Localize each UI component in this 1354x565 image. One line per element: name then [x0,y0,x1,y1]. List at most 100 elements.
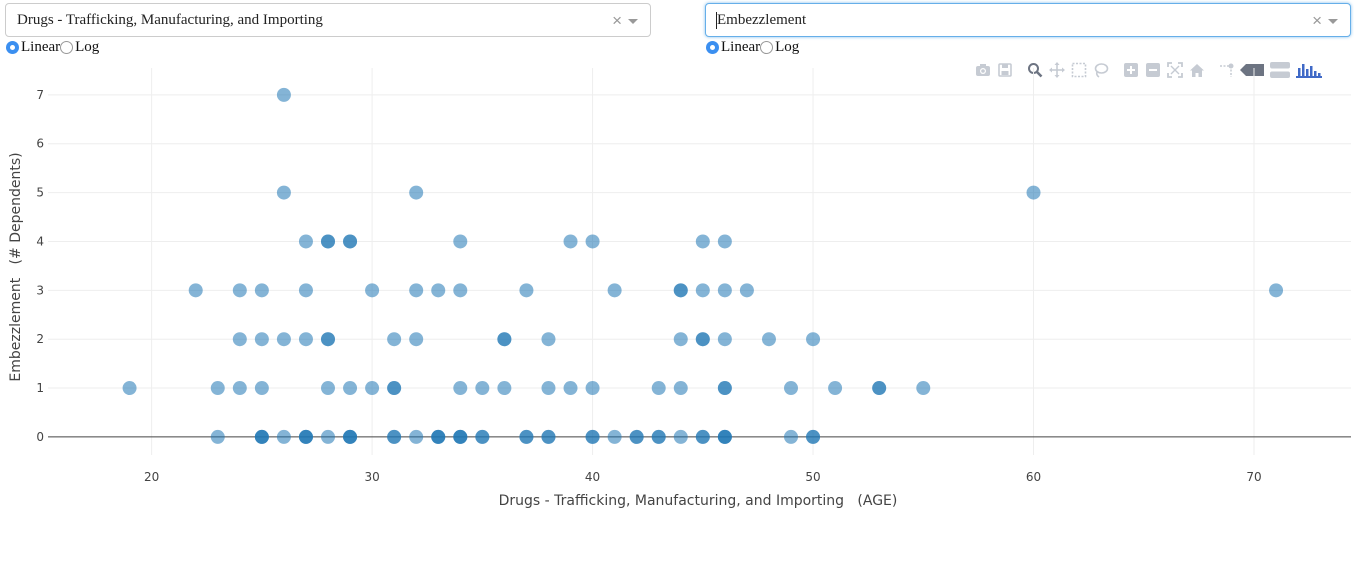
scatter-point[interactable] [519,429,534,444]
scatter-point[interactable] [276,87,291,102]
scatter-point[interactable] [343,381,358,396]
camera-icon[interactable] [972,60,994,80]
scatter-point[interactable] [387,381,402,396]
scatter-point[interactable] [298,234,313,249]
scatter-point[interactable] [254,332,269,347]
scatter-point[interactable] [916,381,931,396]
pan-icon[interactable] [1046,60,1068,80]
plotly-logo-icon[interactable] [1294,60,1324,80]
scatter-point[interactable] [232,381,247,396]
scatter-point[interactable] [607,429,622,444]
scatter-point[interactable] [321,332,336,347]
scatter-point[interactable] [717,283,732,298]
scatter-point[interactable] [541,429,556,444]
y-clear-icon[interactable]: × [1312,11,1322,30]
scatter-point[interactable] [1269,283,1284,298]
y-linear-radio-dot[interactable] [706,41,719,54]
lasso-select-icon[interactable] [1090,60,1112,80]
scatter-point[interactable] [783,381,798,396]
scatter-point[interactable] [806,332,821,347]
scatter-point[interactable] [365,283,380,298]
scatter-point[interactable] [276,429,291,444]
scatter-point[interactable] [695,429,710,444]
y-log-radio-dot[interactable] [760,41,774,54]
scatter-point[interactable] [607,283,622,298]
scatter-point[interactable] [409,185,424,200]
scatter-point[interactable] [254,283,269,298]
scatter-point[interactable] [210,429,225,444]
scatter-point[interactable] [276,185,291,200]
scatter-point[interactable] [717,381,732,396]
x-variable-dropdown[interactable]: Drugs - Trafficking, Manufacturing, and … [5,3,651,37]
scatter-point[interactable] [519,283,534,298]
reset-axes-icon[interactable] [1186,60,1208,80]
scatter-point[interactable] [739,283,754,298]
scatter-point[interactable] [453,381,468,396]
scatter-point[interactable] [563,381,578,396]
scatter-point[interactable] [453,283,468,298]
scatter-point[interactable] [475,429,490,444]
scatter-point[interactable] [695,332,710,347]
scatter-point[interactable] [298,283,313,298]
scatter-point[interactable] [210,381,225,396]
scatter-point[interactable] [387,429,402,444]
scatter-point[interactable] [673,332,688,347]
scatter-point[interactable] [387,332,402,347]
scatter-point[interactable] [673,429,688,444]
scatter-point[interactable] [321,429,336,444]
hover-closest-icon[interactable] [1238,60,1266,80]
scatter-point[interactable] [343,234,358,249]
scatter-point[interactable] [321,381,336,396]
scatter-point[interactable] [298,332,313,347]
scatter-point[interactable] [585,429,600,444]
x-chevron-down-icon[interactable] [628,19,638,24]
scatter-point[interactable] [673,283,688,298]
scatter-point[interactable] [365,381,380,396]
save-icon[interactable] [994,60,1016,80]
x-log-radio[interactable]: Log [60,39,99,56]
x-linear-radio[interactable]: Linear [6,39,60,56]
hover-compare-icon[interactable] [1266,60,1294,80]
scatter-point[interactable] [828,381,843,396]
scatter-point[interactable] [232,332,247,347]
scatter-point[interactable] [321,234,336,249]
scatter-point[interactable] [563,234,578,249]
x-linear-radio-dot[interactable] [6,41,19,54]
scatter-point[interactable] [872,381,887,396]
scatter-point[interactable] [673,381,688,396]
scatter-point[interactable] [717,234,732,249]
scatter-point[interactable] [343,429,358,444]
x-clear-icon[interactable]: × [612,11,622,30]
scatter-point[interactable] [453,429,468,444]
spike-lines-icon[interactable] [1216,60,1238,80]
scatter-point[interactable] [629,429,644,444]
box-select-icon[interactable] [1068,60,1090,80]
y-chevron-down-icon[interactable] [1328,19,1338,24]
scatter-point[interactable] [585,381,600,396]
scatter-point[interactable] [409,332,424,347]
scatter-point[interactable] [541,332,556,347]
scatter-point[interactable] [431,283,446,298]
scatter-point[interactable] [298,429,313,444]
scatter-point[interactable] [717,332,732,347]
scatter-point[interactable] [585,234,600,249]
autoscale-icon[interactable] [1164,60,1186,80]
scatter-point[interactable] [232,283,247,298]
scatter-point[interactable] [783,429,798,444]
scatter-point[interactable] [409,429,424,444]
scatter-point[interactable] [409,283,424,298]
y-variable-dropdown[interactable]: Embezzlement × [705,3,1351,37]
scatter-point[interactable] [761,332,776,347]
scatter-point[interactable] [1026,185,1041,200]
scatter-point[interactable] [717,429,732,444]
scatter-point[interactable] [806,429,821,444]
scatter-point[interactable] [254,381,269,396]
x-log-radio-dot[interactable] [60,41,74,54]
scatter-point[interactable] [541,381,556,396]
zoom-out-icon[interactable] [1142,60,1164,80]
scatter-point[interactable] [651,381,666,396]
scatter-point[interactable] [695,283,710,298]
scatter-point[interactable] [453,234,468,249]
y-log-radio[interactable]: Log [760,39,799,56]
